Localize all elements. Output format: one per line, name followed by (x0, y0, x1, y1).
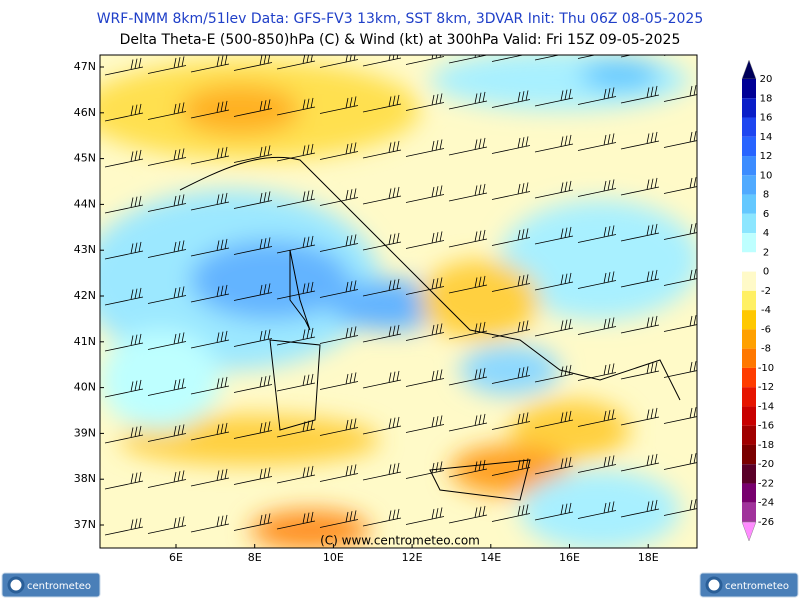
lat-label: 41N (74, 335, 96, 348)
lon-label: 16E (559, 551, 580, 564)
map-frame (99, 54, 698, 549)
lat-label: 45N (74, 152, 96, 165)
colorbar-label: 20 (760, 74, 773, 85)
barb-row (104, 499, 697, 536)
lat-label: 42N (74, 289, 96, 302)
barb-row (104, 177, 697, 214)
colorbar-label: -14 (758, 401, 774, 412)
lat-label: 38N (74, 472, 96, 485)
colorbar-label: -26 (758, 517, 774, 528)
barb-row (104, 269, 697, 306)
axis-ticks: 47N 46N 45N 44N 43N 42N 41N 40N 39N 38N 37N 6E 8E 10E… (74, 60, 659, 564)
logo-text: centrometeo (27, 581, 91, 592)
colorbar-band (742, 194, 756, 214)
colorbar-band (742, 233, 756, 253)
colorbar-label: 14 (760, 132, 773, 143)
lon-label: 14E (480, 551, 501, 564)
lat-label: 47N (74, 60, 96, 73)
colorbar-band (742, 252, 756, 272)
colorbar-band (742, 464, 756, 484)
colorbar-band (742, 79, 756, 99)
barb-row (104, 55, 669, 76)
colorbar-label: 8 (763, 190, 769, 201)
field: (C) www.centrometeo.com (100, 55, 697, 548)
lon-label: 18E (638, 551, 659, 564)
wind-barbs (104, 55, 697, 536)
barb-row (104, 85, 697, 122)
colorbar-label: -24 (758, 498, 774, 509)
colorbar-band (742, 348, 756, 368)
colorbar-band (742, 175, 756, 195)
colorbar-label: -8 (761, 344, 771, 355)
colorbar-band (742, 98, 756, 118)
colorbar-cap (741, 59, 757, 80)
logo-left: centrometeo (1, 572, 101, 598)
colorbar-band (742, 329, 756, 349)
lon-label: 8E (248, 551, 262, 564)
colorbar: 20181614121086420-2-4-6-8-10-12-14-16-18… (741, 59, 774, 542)
colorbar-label: -4 (761, 305, 771, 316)
colorbar-label: 10 (760, 170, 773, 181)
colorbar-band (742, 406, 756, 426)
colorbar-label: 18 (760, 93, 773, 104)
colorbar-label: -22 (758, 478, 774, 489)
colorbar-band (742, 136, 756, 157)
colorbar-band (742, 367, 756, 388)
barb-row (104, 361, 697, 398)
logo-text: centrometeo (725, 581, 789, 592)
colorbar-band (742, 271, 756, 291)
colorbar-band (742, 156, 756, 176)
lon-label: 12E (402, 551, 423, 564)
colorbar-band (742, 444, 756, 465)
lat-label: 44N (74, 197, 96, 210)
barb-row (104, 223, 697, 260)
colorbar-label: -6 (761, 324, 771, 335)
watermark: (C) www.centrometeo.com (320, 534, 480, 548)
colorbar-label: 2 (763, 247, 769, 258)
colorbar-band (742, 290, 756, 311)
colorbar-band (742, 483, 756, 503)
colorbar-label: 16 (760, 113, 773, 124)
colorbar-band (742, 310, 756, 330)
colorbar-label: -16 (758, 421, 774, 432)
lat-label: 37N (74, 518, 96, 531)
colorbar-label: -2 (761, 286, 771, 297)
logo-right: centrometeo (699, 572, 799, 598)
coastline (179, 156, 681, 401)
colorbar-label: -12 (758, 382, 774, 393)
barb-row (104, 453, 697, 490)
lat-label: 43N (74, 243, 96, 256)
colorbar-band (742, 117, 756, 137)
islands (269, 249, 531, 501)
colorbar-label: 6 (763, 209, 769, 220)
field-blobs (100, 55, 697, 548)
colorbar-band (742, 387, 756, 407)
lat-label: 46N (74, 106, 96, 119)
title-line2: Delta Theta-E (500-850)hPa (C) & Wind (k… (120, 32, 681, 48)
barb-row (104, 131, 697, 168)
colorbar-band (742, 213, 756, 234)
lon-label: 10E (323, 551, 344, 564)
lat-label: 40N (74, 381, 96, 394)
colorbar-label: 0 (763, 267, 769, 278)
colorbar-label: -20 (758, 459, 774, 470)
lat-label: 39N (74, 426, 96, 439)
barb-row (104, 315, 697, 352)
title-line1: WRF-NMM 8km/51lev Data: GFS-FV3 13km, SS… (97, 11, 704, 27)
barb-row (104, 407, 697, 444)
colorbar-cap (741, 521, 757, 542)
colorbar-label: 4 (763, 228, 769, 239)
colorbar-band (742, 502, 756, 522)
colorbar-band (742, 425, 756, 445)
lon-label: 6E (169, 551, 183, 564)
colorbar-label: -18 (758, 440, 774, 451)
colorbar-label: 12 (760, 151, 773, 162)
colorbar-label: -10 (758, 363, 774, 374)
